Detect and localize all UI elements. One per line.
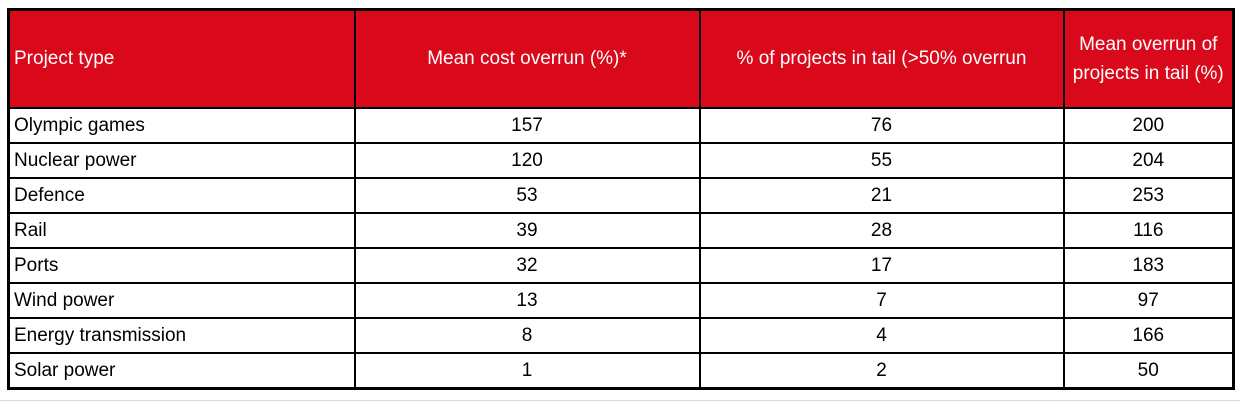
- cell-mean-overrun-tail: 200: [1062, 107, 1235, 144]
- cell-project-type: Rail: [7, 212, 356, 249]
- cell-project-type: Ports: [7, 247, 356, 284]
- col-header-mean-cost-overrun: Mean cost overrun (%)*: [353, 8, 701, 109]
- cell-mean-cost-overrun: 13: [353, 282, 701, 319]
- cell-pct-in-tail: 17: [698, 247, 1065, 284]
- cell-pct-in-tail: 76: [698, 107, 1065, 144]
- cell-project-type: Nuclear power: [7, 142, 356, 179]
- cell-mean-cost-overrun: 8: [353, 317, 701, 354]
- cell-project-type: Solar power: [7, 352, 356, 390]
- cell-project-type: Defence: [7, 177, 356, 214]
- cost-overrun-table: Project type Mean cost overrun (%)* % of…: [7, 8, 1235, 390]
- table-row: Olympic games 157 76 200: [7, 107, 1235, 144]
- cell-mean-cost-overrun: 53: [353, 177, 701, 214]
- cell-pct-in-tail: 4: [698, 317, 1065, 354]
- cell-mean-overrun-tail: 204: [1062, 142, 1235, 179]
- cell-mean-cost-overrun: 1: [353, 352, 701, 390]
- cell-mean-cost-overrun: 120: [353, 142, 701, 179]
- table-row: Nuclear power 120 55 204: [7, 142, 1235, 179]
- spreadsheet-gridline: [0, 400, 1240, 401]
- col-header-pct-projects-in-tail-label: % of projects in tail (>50% overrun: [736, 48, 1027, 70]
- cell-pct-in-tail: 28: [698, 212, 1065, 249]
- cell-mean-overrun-tail: 253: [1062, 177, 1235, 214]
- col-header-project-type: Project type: [7, 8, 356, 109]
- cell-project-type: Olympic games: [7, 107, 356, 144]
- cell-mean-overrun-tail: 116: [1062, 212, 1235, 249]
- cell-mean-overrun-tail: 166: [1062, 317, 1235, 354]
- table-row: Energy transmission 8 4 166: [7, 317, 1235, 354]
- table-row: Defence 53 21 253: [7, 177, 1235, 214]
- cell-pct-in-tail: 7: [698, 282, 1065, 319]
- table-row: Wind power 13 7 97: [7, 282, 1235, 319]
- cell-pct-in-tail: 2: [698, 352, 1065, 390]
- cell-mean-overrun-tail: 183: [1062, 247, 1235, 284]
- table-row: Rail 39 28 116: [7, 212, 1235, 249]
- table-row: Solar power 1 2 50: [7, 352, 1235, 390]
- cell-pct-in-tail: 55: [698, 142, 1065, 179]
- col-header-pct-projects-in-tail: % of projects in tail (>50% overrun: [698, 8, 1065, 109]
- col-header-mean-overrun-in-tail: Mean overrun of projects in tail (%): [1062, 8, 1235, 109]
- cell-mean-cost-overrun: 39: [353, 212, 701, 249]
- header-row: Project type Mean cost overrun (%)* % of…: [7, 8, 1235, 109]
- cell-mean-overrun-tail: 97: [1062, 282, 1235, 319]
- cell-project-type: Wind power: [7, 282, 356, 319]
- cell-mean-overrun-tail: 50: [1062, 352, 1235, 390]
- cell-mean-cost-overrun: 32: [353, 247, 701, 284]
- cell-mean-cost-overrun: 157: [353, 107, 701, 144]
- cell-project-type: Energy transmission: [7, 317, 356, 354]
- cell-pct-in-tail: 21: [698, 177, 1065, 214]
- table-row: Ports 32 17 183: [7, 247, 1235, 284]
